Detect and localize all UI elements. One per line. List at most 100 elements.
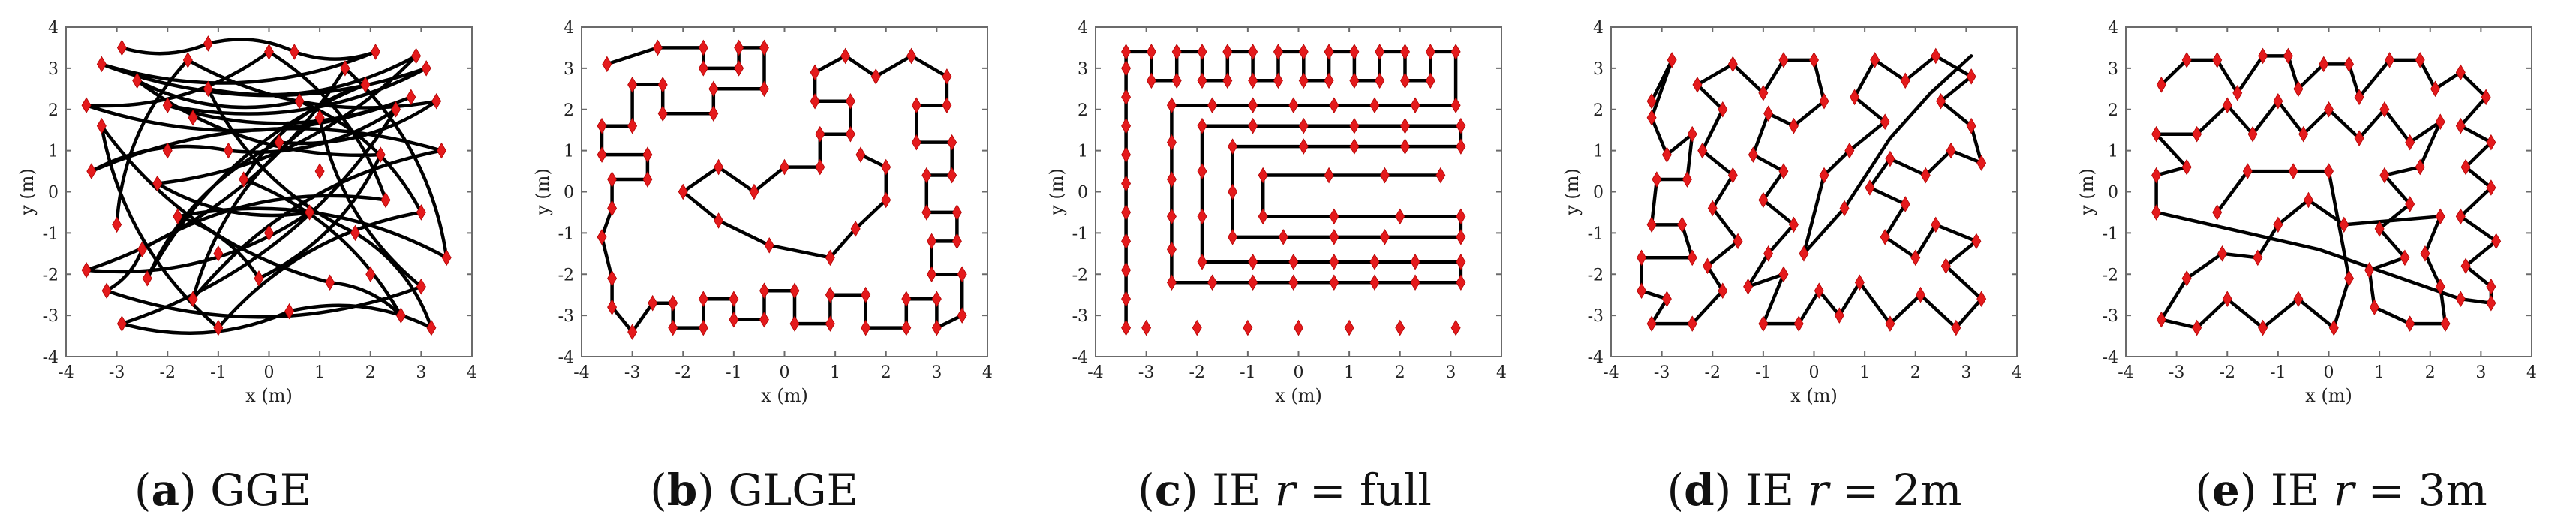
waypoint-marker xyxy=(947,134,957,151)
waypoint-marker xyxy=(203,35,213,52)
x-tick-label: 0 xyxy=(780,363,790,382)
waypoint-marker xyxy=(395,307,406,324)
x-tick-label: 4 xyxy=(467,363,477,382)
waypoint-marker xyxy=(1379,167,1390,184)
waypoint-marker xyxy=(203,80,213,98)
waypoint-marker xyxy=(951,233,962,250)
waypoint-marker xyxy=(1228,183,1238,200)
waypoint-marker xyxy=(1900,196,1910,212)
y-tick-label: 3 xyxy=(1593,60,1604,79)
exploration-path xyxy=(84,38,449,335)
waypoint-marker xyxy=(825,249,835,267)
waypoint-marker xyxy=(642,146,653,163)
waypoint-marker xyxy=(2319,56,2329,73)
waypoint-marker xyxy=(1395,208,1405,225)
waypoint-marker xyxy=(142,270,152,287)
caption-c-prefix: IE xyxy=(1212,465,1275,516)
panels: -4 -3 -2 -1 0 1 2 3 4 -4 -3 -2 -1 0 1 2 3 4 x (m) y (m) -4 -3… xyxy=(17,19,2537,406)
waypoint-marker xyxy=(2455,64,2466,81)
waypoint-marker xyxy=(2481,89,2491,106)
waypoint-marker xyxy=(1763,105,1774,122)
plot-frame xyxy=(1610,26,2018,357)
waypoint-marker xyxy=(2253,249,2263,267)
x-tick-label: 2 xyxy=(1395,363,1405,382)
waypoint-marker xyxy=(2440,315,2451,332)
x-tick-label: -4 xyxy=(573,363,589,382)
waypoint-marker xyxy=(1369,274,1380,291)
caption-e-letter: e xyxy=(2212,465,2240,516)
waypoint-marker xyxy=(1667,52,1677,68)
waypoint-marker xyxy=(698,60,708,77)
waypoint-marker xyxy=(607,171,618,188)
waypoint-marker xyxy=(2273,92,2283,110)
waypoint-marker xyxy=(2405,196,2415,212)
waypoint-marker xyxy=(1880,113,1890,130)
x-tick-label: 2 xyxy=(365,363,376,382)
waypoint-marker xyxy=(1450,44,1461,60)
waypoint-marker xyxy=(2156,77,2166,93)
waypoint-marker xyxy=(1400,117,1410,134)
y-tick-label: 1 xyxy=(48,143,59,161)
waypoint-marker xyxy=(957,307,967,324)
waypoint-marker xyxy=(2460,158,2471,176)
waypoint-marker xyxy=(391,101,401,118)
waypoint-marker xyxy=(1121,319,1132,336)
x-axis-label: x (m) xyxy=(761,385,808,406)
waypoint-marker xyxy=(2455,117,2466,134)
waypoint-marker xyxy=(1273,44,1283,60)
y-axis-label: y (m) xyxy=(2076,168,2097,216)
waypoint-marker xyxy=(2293,80,2304,98)
waypoint-marker xyxy=(2151,204,2162,221)
waypoint-marker xyxy=(182,52,193,68)
exploration-path xyxy=(600,46,964,334)
waypoint-marker xyxy=(2212,204,2223,221)
waypoint-marker xyxy=(657,77,668,93)
waypoint-marker xyxy=(714,212,724,229)
y-axis-label: y (m) xyxy=(1562,168,1583,216)
plot-frame xyxy=(1095,26,1502,357)
waypoint-marker xyxy=(1298,117,1309,134)
waypoint-marker xyxy=(789,315,800,332)
waypoint-marker xyxy=(1349,117,1360,134)
waypoint-marker xyxy=(2181,52,2192,68)
waypoint-marker xyxy=(1966,117,1976,134)
waypoint-marker xyxy=(1288,254,1299,270)
waypoint-marker xyxy=(284,303,295,320)
waypoint-marker xyxy=(2379,167,2390,184)
waypoint-marker xyxy=(2283,47,2293,65)
y-tick-label: 2 xyxy=(1593,101,1604,120)
waypoint-marker xyxy=(1450,319,1461,336)
waypoint-marker xyxy=(152,175,163,192)
waypoint-marker xyxy=(2181,270,2192,287)
waypoint-marker xyxy=(1369,254,1380,270)
y-tick-label: 0 xyxy=(1593,184,1604,203)
waypoint-marker xyxy=(957,266,967,283)
y-tick-label: -3 xyxy=(2103,307,2118,326)
waypoint-marker xyxy=(1288,97,1299,114)
waypoint-marker xyxy=(1166,208,1177,225)
waypoint-marker xyxy=(1375,72,1385,89)
waypoint-marker xyxy=(780,158,789,176)
y-tick-label: 3 xyxy=(564,60,574,79)
waypoint-marker xyxy=(1456,254,1466,270)
waypoint-marker xyxy=(1248,72,1258,89)
waypoint-marker xyxy=(1141,319,1152,336)
waypoint-marker xyxy=(2455,208,2466,225)
waypoint-marker xyxy=(1258,208,1268,225)
waypoint-marker xyxy=(648,294,658,312)
waypoint-marker xyxy=(2258,319,2268,336)
waypoint-marker xyxy=(2379,101,2390,118)
waypoint-marker xyxy=(2405,134,2415,151)
waypoint-marker xyxy=(1329,274,1339,291)
caption-b-text: GLGE xyxy=(728,465,858,516)
waypoint-marker xyxy=(1727,56,1738,73)
y-tick-label: 4 xyxy=(1593,19,1604,38)
waypoint-marker xyxy=(294,92,305,110)
waypoint-marker xyxy=(1121,261,1132,279)
waypoint-marker xyxy=(1687,249,1697,267)
waypoint-marker xyxy=(652,39,663,56)
waypoint-marker xyxy=(1425,44,1435,60)
waypoint-marker xyxy=(2435,113,2445,130)
waypoint-marker xyxy=(1920,167,1931,184)
waypoint-marker xyxy=(1121,204,1132,221)
